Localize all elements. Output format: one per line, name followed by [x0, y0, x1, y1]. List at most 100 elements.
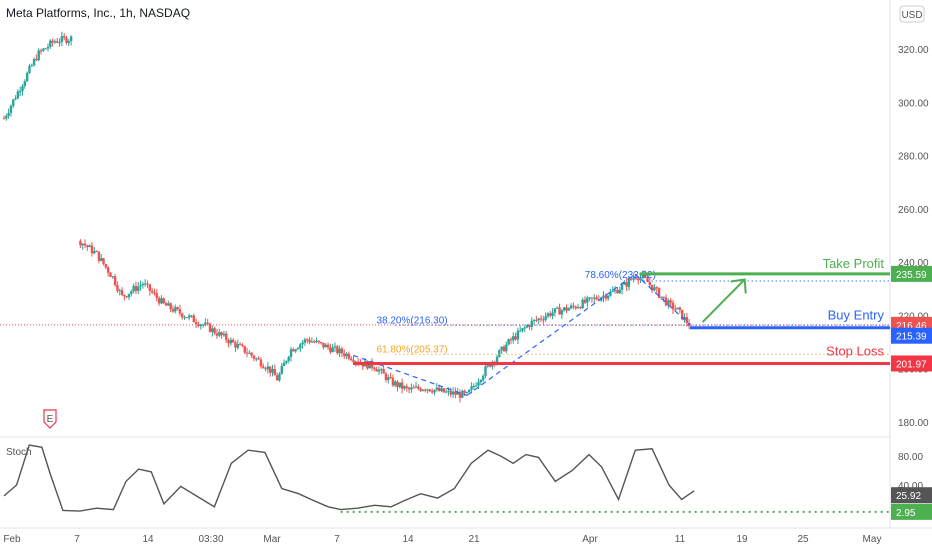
- candle-body: [278, 373, 281, 381]
- candle-body: [410, 387, 413, 390]
- candle-body: [86, 245, 89, 248]
- candle-body: [421, 389, 425, 391]
- candle-body: [44, 48, 47, 50]
- candle-body: [643, 274, 647, 278]
- candle-body: [100, 258, 103, 261]
- candle-body: [81, 243, 84, 246]
- candle-body: [199, 324, 202, 327]
- x-tick-label: Feb: [3, 534, 21, 545]
- candle-body: [398, 382, 402, 388]
- price-tag: [891, 265, 932, 282]
- candle-body: [535, 319, 538, 321]
- candle-body: [528, 325, 531, 327]
- candle-body: [245, 352, 249, 354]
- stoch-line: [3, 444, 695, 512]
- candle-body: [454, 391, 457, 395]
- candle-body: [593, 297, 596, 299]
- candle-body: [167, 303, 170, 306]
- candle-body: [178, 309, 182, 314]
- candle-body: [380, 369, 383, 371]
- candle-body: [324, 344, 327, 348]
- candle-body: [350, 358, 353, 360]
- price-tag-label: 215.39: [896, 332, 927, 343]
- candle-body: [134, 286, 138, 291]
- x-tick-label: May: [863, 534, 882, 545]
- candle-body: [530, 320, 533, 327]
- candle-body: [14, 98, 17, 100]
- candle-body: [308, 339, 311, 343]
- x-tick-label: 19: [736, 534, 748, 545]
- candle-body: [95, 251, 98, 253]
- candle-body: [282, 362, 286, 367]
- candle-body: [595, 297, 598, 300]
- candle-body: [505, 344, 508, 352]
- candle-body: [39, 50, 43, 52]
- candle-body: [315, 340, 318, 343]
- y-tick-label: 180.00: [898, 418, 929, 429]
- candle-body: [69, 36, 73, 42]
- candle-body: [449, 390, 452, 395]
- candle-body: [294, 349, 297, 352]
- candle-body: [616, 289, 619, 294]
- candle-body: [576, 307, 580, 309]
- buy-entry-label: Buy Entry: [828, 308, 885, 323]
- candle-body: [442, 388, 445, 393]
- candle-body: [322, 342, 325, 348]
- candle-body: [556, 307, 559, 309]
- candle-body: [340, 348, 344, 354]
- candle-body: [586, 297, 589, 303]
- candle-body: [435, 387, 439, 390]
- price-tag-label: 235.59: [896, 270, 927, 281]
- candle-body: [183, 317, 186, 319]
- candle-body: [162, 298, 165, 304]
- x-tick-label: 7: [334, 534, 340, 545]
- candle-body: [259, 359, 263, 367]
- candle-body: [549, 313, 552, 316]
- candle-body: [201, 324, 205, 326]
- earnings-marker-letter: E: [47, 414, 54, 425]
- x-tick-label: 11: [675, 534, 686, 545]
- candle-body: [451, 391, 455, 395]
- candle-body: [468, 389, 471, 393]
- candle-body: [303, 339, 307, 343]
- fib-trend-line-up: [466, 273, 636, 396]
- candle-body: [132, 286, 135, 292]
- candle-body: [396, 381, 399, 388]
- candle-body: [537, 318, 540, 321]
- candle-body: [683, 316, 686, 320]
- candle-body: [384, 373, 388, 380]
- candle-body: [609, 291, 612, 296]
- candle-body: [185, 317, 189, 319]
- candle-body: [588, 297, 591, 299]
- candle-body: [137, 286, 140, 291]
- y-tick-label: 280.00: [898, 152, 929, 163]
- stoch-title: Stoch: [6, 447, 32, 458]
- candle-body: [187, 315, 191, 318]
- candle-body: [35, 58, 38, 61]
- earnings-marker-icon: [43, 409, 57, 429]
- candle-body: [113, 276, 117, 285]
- candle-body: [632, 277, 635, 280]
- candle-body: [625, 282, 628, 287]
- candle-body: [51, 40, 54, 43]
- candle-body: [648, 282, 652, 285]
- candle-body: [539, 318, 543, 320]
- candle-body: [567, 308, 570, 311]
- stoch-y-tick-label: 80.00: [898, 452, 923, 463]
- candle-body: [507, 339, 510, 345]
- candle-body: [299, 344, 302, 349]
- candle-body: [252, 355, 256, 359]
- candle-body: [268, 366, 272, 373]
- candle-body: [512, 336, 515, 341]
- candle-body: [49, 40, 52, 47]
- candle-body: [393, 381, 397, 386]
- candle-body: [301, 342, 304, 345]
- candle-body: [53, 41, 57, 43]
- candle-body: [639, 277, 642, 281]
- candle-body: [16, 91, 20, 99]
- candle-body: [521, 328, 524, 331]
- candle-body: [329, 347, 332, 353]
- candle-body: [150, 290, 154, 293]
